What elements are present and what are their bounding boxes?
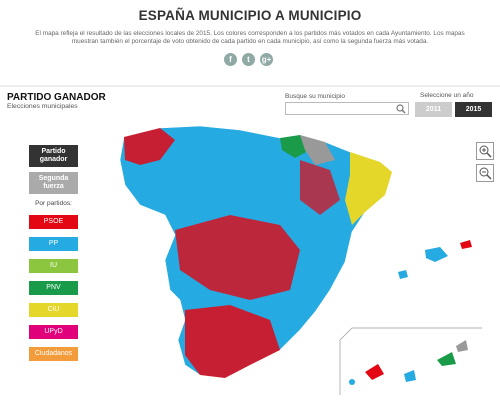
search-icon[interactable]: [395, 103, 407, 114]
party-button[interactable]: UPyD: [29, 325, 78, 339]
share-button[interactable]: f: [224, 53, 237, 66]
party-button[interactable]: Ciudadanos: [29, 347, 78, 361]
zoom-in[interactable]: [476, 142, 494, 160]
search-label: Busque su municipio: [285, 93, 345, 100]
year-label: Seleccione un año: [420, 92, 474, 99]
year-button[interactable]: 2011: [415, 102, 452, 117]
view-button[interactable]: Partido ganador: [29, 145, 78, 167]
description: El mapa refleja el resultado de las elec…: [35, 30, 465, 46]
island: [460, 240, 472, 249]
zoom-icon: [479, 167, 492, 180]
island: [437, 352, 456, 366]
island: [398, 270, 408, 279]
view-button[interactable]: Segunda fuerza: [29, 172, 78, 194]
page-title: ESPAÑA MUNICIPIO A MUNICIPIO: [138, 8, 362, 23]
island: [456, 340, 468, 352]
year-button[interactable]: 2015: [455, 102, 492, 117]
party-button[interactable]: PNV: [29, 281, 78, 295]
island: [349, 379, 355, 385]
region: [124, 128, 175, 165]
panel-title: PARTIDO GANADOR: [7, 92, 106, 103]
share-button[interactable]: t: [242, 53, 255, 66]
zoom-out[interactable]: [476, 164, 494, 182]
island: [404, 370, 416, 382]
region: [345, 152, 392, 225]
party-button[interactable]: PP: [29, 237, 78, 251]
party-button[interactable]: IU: [29, 259, 78, 273]
legend-label: Por partidos:: [35, 200, 72, 207]
region: [300, 160, 340, 215]
party-button[interactable]: CiU: [29, 303, 78, 317]
island: [365, 364, 384, 380]
region: [185, 305, 280, 378]
region: [175, 215, 300, 300]
search-input[interactable]: [285, 102, 409, 115]
zoom-icon: [479, 145, 492, 158]
share-button[interactable]: g+: [260, 53, 273, 66]
island: [425, 247, 448, 262]
region: [300, 135, 335, 165]
party-button[interactable]: PSOE: [29, 215, 78, 229]
panel-subtitle: Elecciones municipales: [7, 103, 78, 110]
inset-frame: [339, 327, 482, 395]
